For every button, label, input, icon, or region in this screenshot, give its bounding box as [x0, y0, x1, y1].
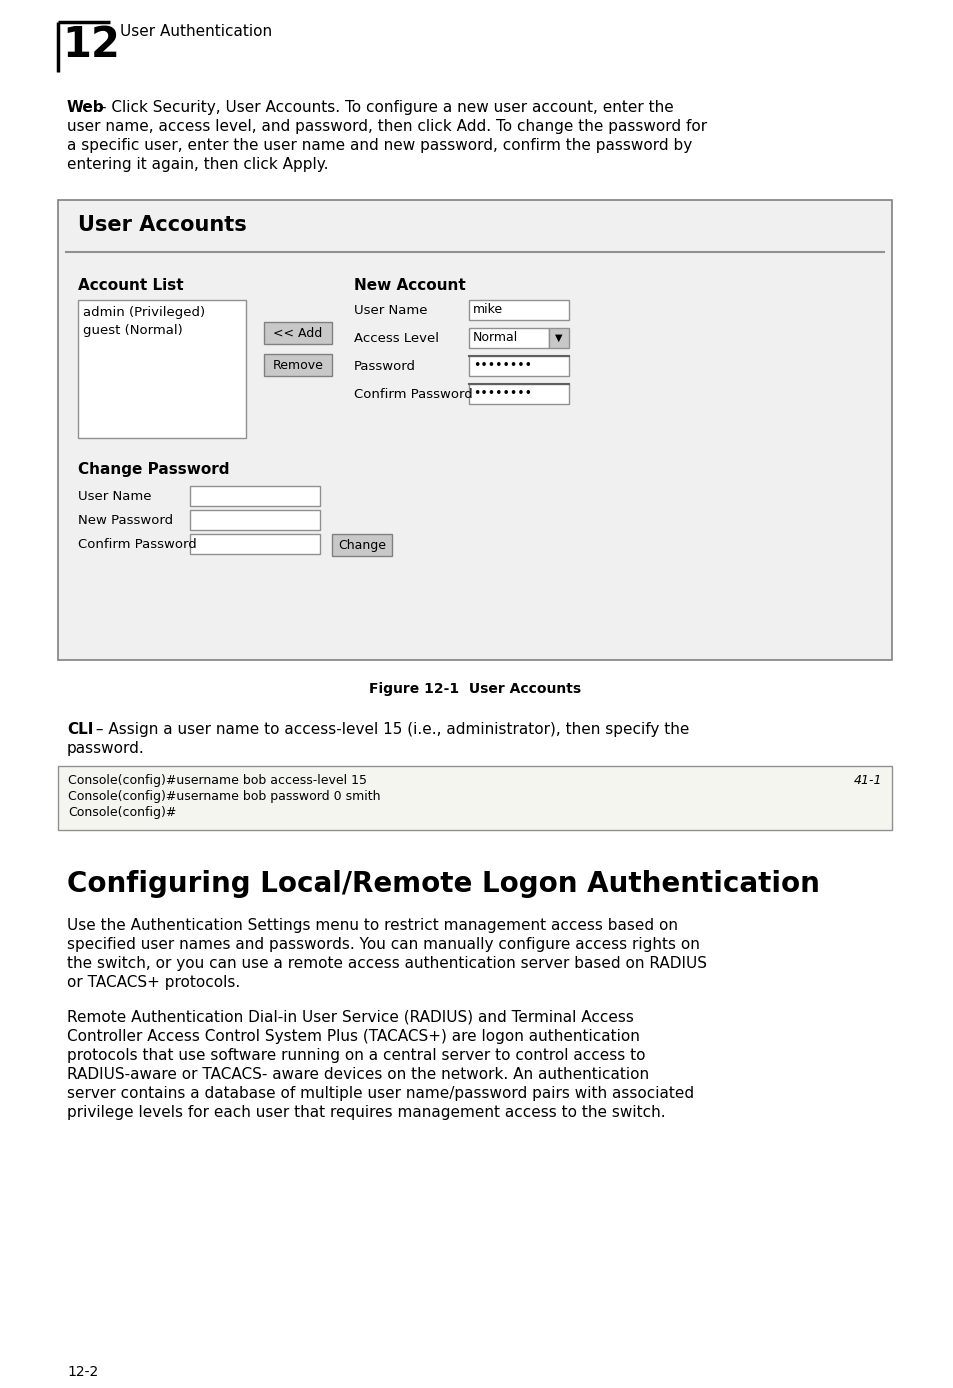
Text: ▼: ▼: [555, 333, 562, 343]
Text: Web: Web: [67, 100, 105, 115]
FancyBboxPatch shape: [332, 534, 392, 557]
Text: – Assign a user name to access-level 15 (i.e., administrator), then specify the: – Assign a user name to access-level 15 …: [91, 722, 689, 737]
FancyBboxPatch shape: [548, 328, 568, 348]
Text: or TACACS+ protocols.: or TACACS+ protocols.: [67, 974, 240, 990]
FancyBboxPatch shape: [190, 486, 319, 507]
Text: Console(config)#: Console(config)#: [68, 806, 176, 819]
FancyBboxPatch shape: [58, 200, 891, 661]
Text: RADIUS-aware or TACACS- aware devices on the network. An authentication: RADIUS-aware or TACACS- aware devices on…: [67, 1067, 648, 1083]
Text: Configuring Local/Remote Logon Authentication: Configuring Local/Remote Logon Authentic…: [67, 870, 819, 898]
Text: server contains a database of multiple user name/password pairs with associated: server contains a database of multiple u…: [67, 1085, 694, 1101]
Text: protocols that use software running on a central server to control access to: protocols that use software running on a…: [67, 1048, 645, 1063]
Text: Console(config)#username bob access-level 15: Console(config)#username bob access-leve…: [68, 775, 367, 787]
FancyBboxPatch shape: [469, 328, 548, 348]
FancyBboxPatch shape: [264, 354, 332, 376]
FancyBboxPatch shape: [78, 300, 246, 439]
Text: Figure 12-1  User Accounts: Figure 12-1 User Accounts: [369, 682, 580, 695]
Text: Confirm Password: Confirm Password: [78, 539, 196, 551]
Text: the switch, or you can use a remote access authentication server based on RADIUS: the switch, or you can use a remote acce…: [67, 956, 706, 972]
Text: Normal: Normal: [473, 330, 517, 344]
Text: entering it again, then click Apply.: entering it again, then click Apply.: [67, 157, 328, 172]
Text: mike: mike: [473, 303, 502, 316]
FancyBboxPatch shape: [469, 384, 568, 404]
Text: Account List: Account List: [78, 278, 183, 293]
Text: – Click Security, User Accounts. To configure a new user account, enter the: – Click Security, User Accounts. To conf…: [94, 100, 673, 115]
Text: 41-1: 41-1: [853, 775, 882, 787]
Text: Controller Access Control System Plus (TACACS+) are logon authentication: Controller Access Control System Plus (T…: [67, 1029, 639, 1044]
Text: specified user names and passwords. You can manually configure access rights on: specified user names and passwords. You …: [67, 937, 700, 952]
Text: << Add: << Add: [274, 326, 322, 340]
Text: Console(config)#username bob password 0 smith: Console(config)#username bob password 0 …: [68, 790, 380, 804]
Text: admin (Privileged): admin (Privileged): [83, 305, 205, 319]
Text: New Account: New Account: [354, 278, 465, 293]
Text: User Name: User Name: [78, 490, 152, 502]
Text: Access Level: Access Level: [354, 332, 438, 346]
Text: ••••••••: ••••••••: [473, 387, 532, 400]
Text: Password: Password: [354, 359, 416, 373]
Text: Change: Change: [337, 539, 386, 551]
Text: Confirm Password: Confirm Password: [354, 389, 473, 401]
Text: privilege levels for each user that requires management access to the switch.: privilege levels for each user that requ…: [67, 1105, 665, 1120]
Text: User Accounts: User Accounts: [78, 215, 247, 235]
Text: Change Password: Change Password: [78, 462, 230, 477]
FancyBboxPatch shape: [469, 355, 568, 376]
Text: Remote Authentication Dial-in User Service (RADIUS) and Terminal Access: Remote Authentication Dial-in User Servi…: [67, 1010, 633, 1024]
Text: a specific user, enter the user name and new password, confirm the password by: a specific user, enter the user name and…: [67, 137, 692, 153]
Text: Use the Authentication Settings menu to restrict management access based on: Use the Authentication Settings menu to …: [67, 917, 678, 933]
FancyBboxPatch shape: [190, 509, 319, 530]
FancyBboxPatch shape: [264, 322, 332, 344]
Text: ••••••••: ••••••••: [473, 359, 532, 372]
Text: guest (Normal): guest (Normal): [83, 323, 183, 337]
FancyBboxPatch shape: [190, 534, 319, 554]
FancyBboxPatch shape: [469, 300, 568, 321]
Text: User Name: User Name: [354, 304, 427, 316]
Text: New Password: New Password: [78, 514, 172, 527]
Text: 12-2: 12-2: [67, 1364, 98, 1380]
Text: 12: 12: [62, 24, 120, 67]
Text: Remove: Remove: [273, 358, 323, 372]
Text: user name, access level, and password, then click Add. To change the password fo: user name, access level, and password, t…: [67, 119, 706, 135]
Text: CLI: CLI: [67, 722, 93, 737]
Text: password.: password.: [67, 741, 145, 756]
FancyBboxPatch shape: [58, 766, 891, 830]
Text: User Authentication: User Authentication: [120, 24, 272, 39]
